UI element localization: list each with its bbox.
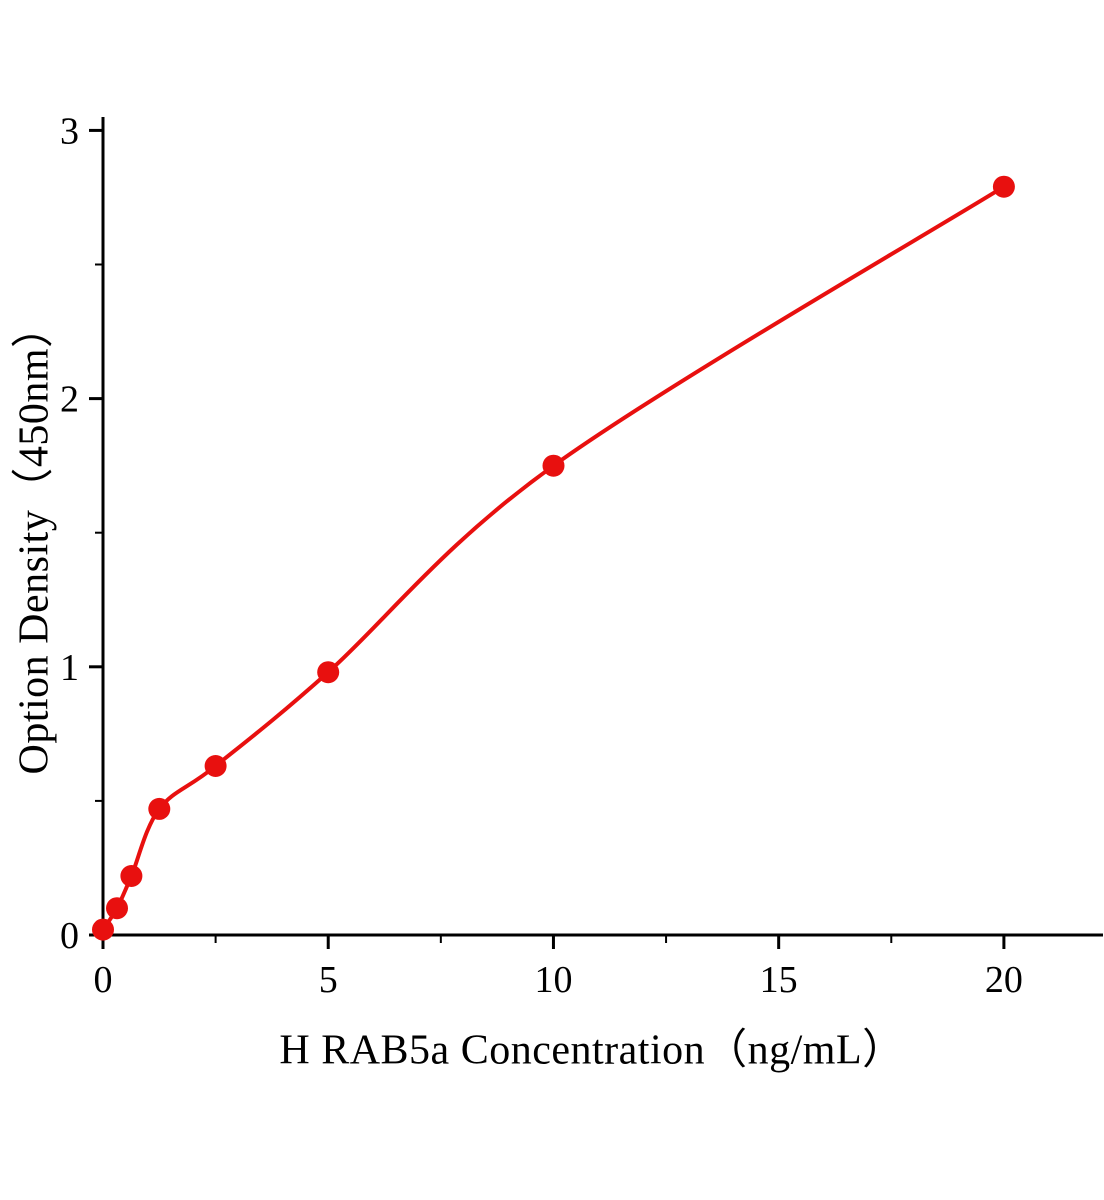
y-axis-tick-label: 1 xyxy=(60,647,79,689)
data-point xyxy=(992,175,1015,198)
data-point xyxy=(92,918,114,941)
x-axis-tick-label: 5 xyxy=(319,959,338,1001)
x-axis-tick-label: 20 xyxy=(985,959,1023,1001)
data-point xyxy=(317,661,340,684)
x-axis-title: H RAB5a Concentration（ng/mL） xyxy=(279,1027,905,1074)
x-axis-tick-label: 0 xyxy=(94,959,113,1001)
fit-curve xyxy=(101,184,1006,932)
data-point xyxy=(120,865,143,887)
data-point xyxy=(204,755,227,777)
y-axis-tick-label: 3 xyxy=(60,110,79,152)
x-axis-tick-label: 15 xyxy=(760,959,798,1001)
x-axis-tick-label: 10 xyxy=(534,959,572,1001)
y-axis-tick-label: 0 xyxy=(60,915,79,957)
data-point xyxy=(148,797,171,820)
data-point xyxy=(106,897,128,920)
y-axis-tick-label: 2 xyxy=(60,379,79,421)
data-point xyxy=(542,454,565,477)
y-axis-title: Option Density（450nm） xyxy=(11,305,58,775)
